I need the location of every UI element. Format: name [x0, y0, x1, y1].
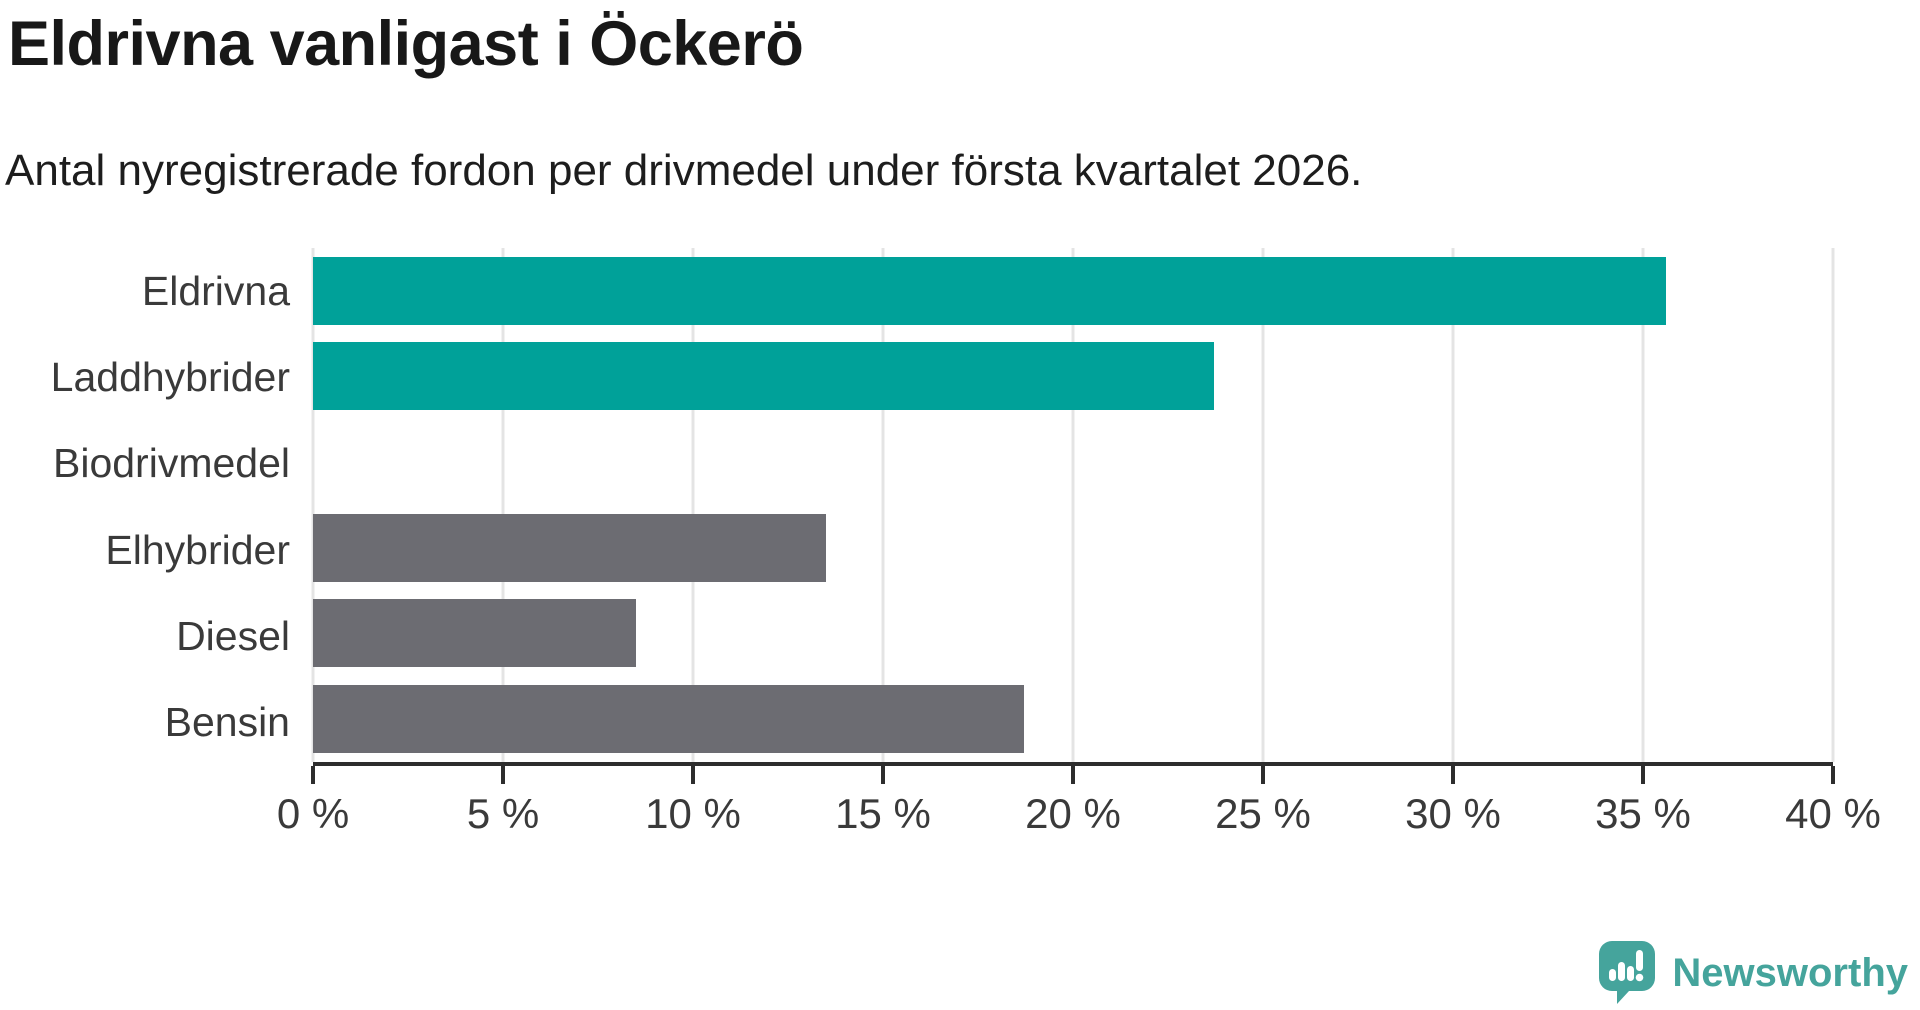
chart-subtitle: Antal nyregistrerade fordon per drivmede… [5, 146, 1363, 195]
bar-row [313, 256, 1833, 325]
gridline [691, 248, 695, 762]
gridline [1641, 248, 1645, 762]
category-axis: Eldrivna Laddhybrider Biodrivmedel Elhybrid… [0, 248, 313, 766]
bar [313, 685, 1024, 754]
category-label: Bensin [164, 699, 290, 746]
gridline [881, 248, 885, 762]
x-tick-mark [1641, 766, 1645, 784]
x-tick-mark [691, 766, 695, 784]
gridline [501, 248, 505, 762]
bar [313, 342, 1214, 411]
gridline [1261, 248, 1265, 762]
gridline [1831, 248, 1835, 762]
x-tick-label: 15 % [835, 790, 931, 837]
bar [313, 256, 1666, 325]
category-label: Diesel [176, 612, 290, 659]
gridline [1071, 248, 1075, 762]
bar-row [313, 342, 1833, 411]
category-label: Eldrivna [141, 267, 290, 314]
x-tick-label: 10 % [645, 790, 741, 837]
x-tick-mark [311, 766, 315, 784]
bar-row [313, 428, 1833, 496]
bar-chart: Eldrivna Laddhybrider Biodrivmedel Elhybrid… [0, 248, 1920, 848]
x-tick-label: 25 % [1215, 790, 1311, 837]
bars-layer [313, 248, 1833, 762]
x-tick-label: 30 % [1405, 790, 1501, 837]
gridline [1451, 248, 1455, 762]
plot-area: 0 % 5 % 10 % 15 % 20 % 25 % 30 % 35 % 40 % [277, 248, 1881, 837]
x-tick-mark [1451, 766, 1455, 784]
bar-row [313, 685, 1833, 754]
bar [313, 599, 636, 668]
x-tick-label: 5 % [466, 790, 540, 837]
x-tick-mark [881, 766, 885, 784]
x-tick-mark [501, 766, 505, 784]
chart-title: Eldrivna vanligast i Öckerö [8, 9, 804, 79]
x-tick-label: 40 % [1785, 790, 1881, 837]
bar [313, 513, 826, 582]
gridline [311, 248, 315, 762]
brand-logo: Newsworthy [1598, 940, 1908, 1006]
category-label: Elhybrider [105, 526, 290, 573]
x-tick-mark [1831, 766, 1835, 784]
x-tick-mark [1071, 766, 1075, 784]
newsworthy-logo-icon [1599, 941, 1656, 1004]
x-tick-label: 35 % [1595, 790, 1691, 837]
x-tick-mark [1261, 766, 1265, 784]
brand-name: Newsworthy [1672, 950, 1908, 995]
category-label: Laddhybrider [50, 353, 290, 400]
x-tick-label: 0 % [276, 790, 350, 837]
bar-row [313, 513, 1833, 582]
bar-row [313, 599, 1833, 668]
category-label: Biodrivmedel [53, 440, 290, 487]
x-tick-label: 20 % [1025, 790, 1121, 837]
